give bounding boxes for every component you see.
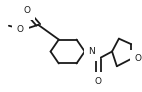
Text: N: N (89, 47, 95, 56)
Text: O: O (24, 6, 31, 15)
Text: O: O (135, 54, 142, 63)
Text: O: O (95, 77, 102, 86)
Text: O: O (17, 25, 24, 34)
